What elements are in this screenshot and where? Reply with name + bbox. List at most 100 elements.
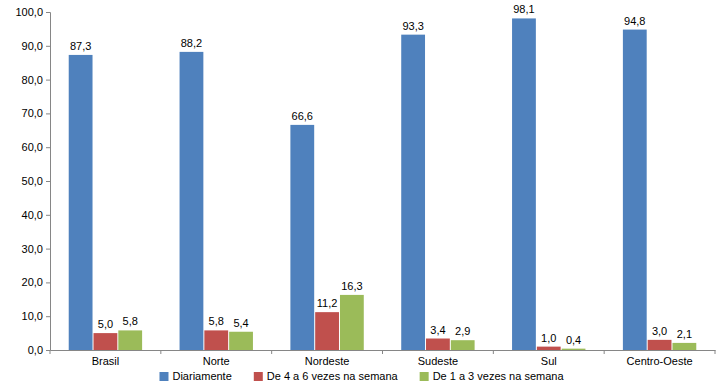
y-axis: 0,0 10,0 20,0 30,0 40,0 50,0 60,0 70,0 80,0 90,0 1… (15, 6, 50, 356)
y-tick: 40,0 (22, 209, 50, 221)
bar (204, 330, 228, 350)
bar (229, 332, 253, 350)
y-tick: 10,0 (22, 310, 50, 322)
y-tick-mark (46, 113, 50, 114)
y-tick-label: 90,0 (22, 40, 43, 52)
data-label: 5,8 (209, 315, 224, 327)
data-label: 2,1 (677, 328, 692, 340)
y-tick-label: 10,0 (22, 310, 43, 322)
category-separator (160, 350, 161, 354)
bars (69, 18, 697, 350)
y-tick-label: 20,0 (22, 276, 43, 288)
y-tick: 60,0 (22, 141, 50, 153)
y-tick-mark (46, 80, 50, 81)
x-tick-label: Centro-Oeste (627, 355, 693, 367)
y-tick-mark (46, 350, 50, 351)
bar (118, 330, 142, 350)
category-separator (382, 350, 383, 354)
y-tick-mark (46, 46, 50, 47)
x-tick-label: Brasil (92, 355, 120, 367)
y-tick: 30,0 (22, 243, 50, 255)
x-tick: Sul (541, 350, 557, 367)
y-tick-label: 60,0 (22, 141, 43, 153)
data-label: 87,3 (70, 40, 91, 52)
y-tick-mark (46, 181, 50, 182)
bar (315, 312, 339, 350)
legend-label: De 4 a 6 vezes na semana (267, 370, 399, 382)
data-label: 0,4 (566, 334, 581, 346)
y-tick-label: 100,0 (15, 6, 43, 18)
y-tick-mark (46, 249, 50, 250)
category-separators (50, 350, 715, 354)
bar (340, 295, 364, 350)
bar (648, 340, 672, 350)
legend-item: De 1 a 3 vezes na semana (420, 370, 565, 382)
data-label: 98,1 (513, 3, 534, 15)
legend: Diariamente De 4 a 6 vezes na semana De 1 … (159, 370, 564, 382)
data-label: 3,0 (652, 325, 667, 337)
bar (451, 340, 475, 350)
data-label: 5,8 (123, 315, 138, 327)
y-tick: 50,0 (22, 175, 50, 187)
category-separator (50, 350, 51, 354)
y-tick-label: 50,0 (22, 175, 43, 187)
data-label: 16,3 (341, 280, 362, 292)
bar (562, 349, 586, 350)
bar (512, 18, 536, 350)
bar (401, 35, 425, 350)
y-tick: 0,0 (28, 344, 50, 356)
x-axis: Brasil Norte Nordeste Sudeste Sul Centro-Oest… (51, 350, 716, 367)
y-tick-mark (46, 12, 50, 13)
x-tick-label: Norte (203, 355, 230, 367)
bar (426, 339, 450, 350)
category-separator (493, 350, 494, 354)
y-axis-line (46, 13, 51, 351)
data-label: 5,0 (98, 318, 113, 330)
bar (290, 125, 314, 350)
bar (180, 52, 204, 350)
legend-swatch (159, 372, 168, 381)
data-label: 66,6 (292, 110, 313, 122)
data-label: 5,4 (233, 317, 248, 329)
category-separator (604, 350, 605, 354)
legend-label: Diariamente (172, 370, 231, 382)
legend-swatch (254, 372, 263, 381)
y-tick: 70,0 (22, 107, 50, 119)
y-tick: 90,0 (22, 40, 50, 52)
y-tick-mark (46, 215, 50, 216)
data-label: 11,2 (317, 297, 338, 309)
series (118, 295, 696, 350)
category-separator (715, 350, 716, 354)
y-tick-label: 40,0 (22, 209, 43, 221)
y-tick: 100,0 (15, 6, 50, 18)
data-label: 2,9 (455, 325, 470, 337)
y-tick-label: 80,0 (22, 74, 43, 86)
bar (672, 343, 696, 350)
x-tick-label: Nordeste (305, 355, 350, 367)
y-tick-mark (46, 147, 50, 148)
data-label: 93,3 (402, 20, 423, 32)
data-labels: 87,388,266,693,398,194,85,05,811,23,41,0… (70, 3, 692, 345)
plot: 0,0 10,0 20,0 30,0 40,0 50,0 60,0 70,0 80,0 90,0 1… (15, 3, 715, 367)
y-tick-label: 0,0 (28, 344, 43, 356)
y-tick-label: 70,0 (22, 107, 43, 119)
bar (623, 30, 647, 350)
data-label: 88,2 (181, 37, 202, 49)
bar (537, 347, 561, 350)
x-tick-label: Sudeste (418, 355, 458, 367)
bar (69, 55, 93, 350)
bar (94, 333, 118, 350)
series (69, 18, 647, 350)
x-tick: Norte (203, 350, 230, 367)
x-tick: Brasil (92, 350, 120, 367)
y-tick-mark (46, 282, 50, 283)
data-label: 94,8 (624, 15, 645, 27)
y-tick-label: 30,0 (22, 243, 43, 255)
x-tick: Sudeste (418, 350, 458, 367)
legend-swatch (420, 372, 429, 381)
series (94, 312, 672, 350)
x-tick: Nordeste (305, 350, 350, 367)
data-label: 3,4 (430, 324, 445, 336)
legend-item: Diariamente (159, 370, 231, 382)
y-tick: 80,0 (22, 74, 50, 86)
